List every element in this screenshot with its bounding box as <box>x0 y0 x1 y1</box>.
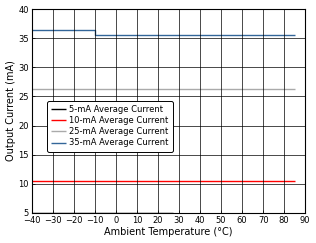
35-mA Average Current <box>293 33 297 36</box>
X-axis label: Ambient Temperature (°C): Ambient Temperature (°C) <box>104 227 233 237</box>
5-mA Average Current <box>171 211 174 214</box>
35-mA Average Current <box>93 33 97 36</box>
Line: 35-mA Average Current: 35-mA Average Current <box>32 30 295 35</box>
5-mA Average Current <box>30 211 33 214</box>
35-mA Average Current <box>30 29 33 32</box>
Y-axis label: Output Current (mA): Output Current (mA) <box>6 61 15 161</box>
Legend: 5-mA Average Current, 10-mA Average Current, 25-mA Average Current, 35-mA Averag: 5-mA Average Current, 10-mA Average Curr… <box>47 101 173 152</box>
35-mA Average Current <box>93 29 97 32</box>
